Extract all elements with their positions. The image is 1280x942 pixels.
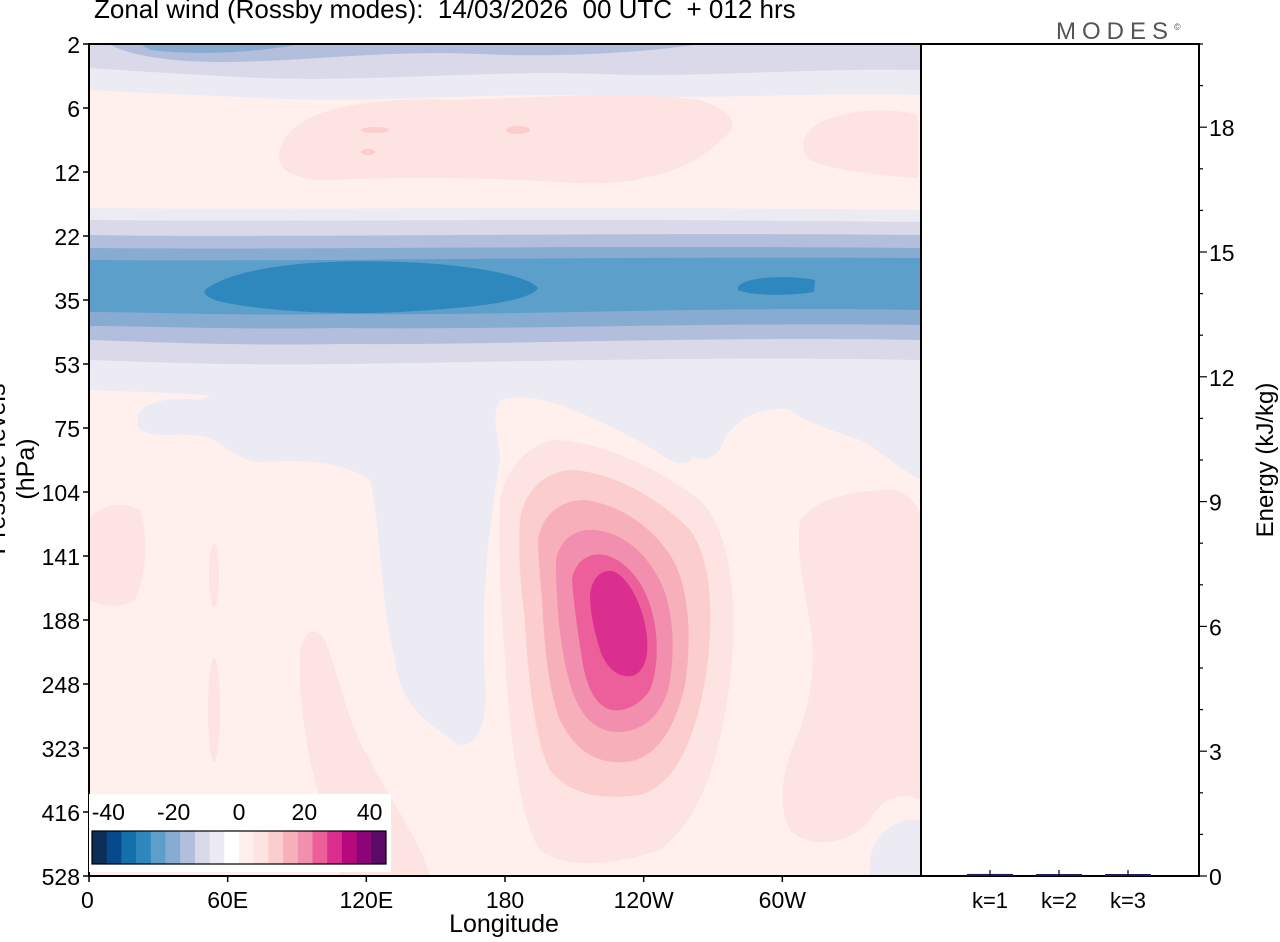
energy-tick-label: 18: [1209, 115, 1235, 141]
colorbar-label: 40: [357, 799, 383, 825]
background-field: [89, 44, 921, 876]
modes-logo: MODES©: [1056, 18, 1181, 45]
colorbar-swatch: [106, 831, 122, 864]
energy-panel: [920, 43, 1200, 877]
y-tick-label: 104: [42, 480, 81, 506]
colorbar-swatch: [268, 831, 284, 864]
energy-axis-title: Energy (kJ/kg): [1252, 382, 1279, 538]
colorbar-swatch: [194, 831, 211, 864]
x-tick-label: 120E: [339, 887, 393, 913]
energy-bars: k=1 k=2 k=3: [967, 870, 1151, 913]
band-west-core: [590, 570, 648, 677]
y-tick-label: 53: [54, 352, 80, 378]
colorbar-swatch: [136, 831, 152, 864]
y-tick-label: 248: [42, 672, 80, 698]
colorbar-label: 20: [292, 799, 318, 825]
y-tick-label: 35: [54, 288, 80, 314]
energy-bar-label: k=3: [1110, 888, 1146, 913]
band-mid-lavender: [137, 377, 921, 745]
band-low-pink-2: [89, 504, 146, 606]
y-tick-label: 2: [67, 32, 80, 58]
y-tick-label: 416: [42, 800, 80, 826]
energy-bar-label: k=2: [1041, 888, 1077, 913]
x-tick-label: 180: [486, 887, 524, 913]
y-tick-label: 75: [54, 416, 80, 442]
energy-bar-label: k=1: [972, 888, 1008, 913]
contour-plot: [89, 44, 921, 876]
band-west-hemi-pink: [782, 490, 921, 843]
y-tick-label: 188: [42, 608, 80, 634]
contour-bands: [89, 44, 921, 876]
energy-tick-label: 9: [1209, 490, 1222, 516]
band-jet-core-1: [204, 261, 539, 314]
x-tick-label: 120W: [614, 887, 674, 913]
colorbar: -40 -20 0 20 40: [89, 794, 391, 872]
band-upper-pink: [279, 95, 733, 184]
energy-axis: 0 3 6 9 12 15 18: [1199, 43, 1235, 890]
colorbar-swatch: [283, 831, 299, 864]
pressure-axis: 2 6 12 22 35 53 75 104 141 188 248 323 416 528: [42, 32, 89, 890]
x-axis-title: Longitude: [449, 910, 559, 938]
colorbar-swatch: [165, 831, 181, 864]
colorbar-label: 0: [233, 799, 246, 825]
low-pink-streak-2: [208, 658, 220, 762]
x-tick-label: 60E: [207, 887, 248, 913]
colorbar-label: -40: [92, 799, 125, 825]
upper-pink-spot-2: [506, 126, 530, 134]
longitude-axis: 0 60E 120E 180 120W 60W: [81, 876, 806, 913]
upper-pink-spot-1: [361, 127, 389, 133]
chart-title: Zonal wind (Rossby modes): 14/03/2026 00…: [94, 0, 796, 24]
y-tick-label: 141: [42, 544, 80, 570]
energy-tick-label: 15: [1209, 240, 1235, 266]
colorbar-swatch: [180, 831, 196, 864]
y-tick-label: 22: [54, 224, 80, 250]
y-axis-title: Pressure levels (hPa): [0, 383, 40, 555]
colorbar-swatch: [121, 831, 137, 864]
energy-tick-label: 3: [1209, 739, 1222, 765]
x-tick-label: 0: [81, 887, 94, 913]
band-mid-lavender-2: [89, 378, 921, 464]
colorbar-swatch: [297, 831, 313, 864]
y-tick-label: 6: [67, 96, 80, 122]
energy-tick-label: 6: [1209, 614, 1222, 640]
colorbar-swatch: [356, 831, 372, 864]
colorbar-swatch: [209, 831, 225, 864]
y-tick-label: 12: [54, 160, 80, 186]
colorbar-swatch: [341, 831, 358, 864]
y-tick-label: 528: [42, 864, 80, 890]
colorbar-swatch: [224, 831, 240, 864]
band-upper-pink-2: [803, 110, 918, 178]
colorbar-label: -20: [157, 799, 190, 825]
colorbar-swatch: [253, 831, 269, 864]
band-top-4: [140, 44, 300, 53]
x-tick-label: 60W: [759, 887, 807, 913]
low-pink-streak-1: [209, 543, 219, 607]
energy-tick-label: 12: [1209, 365, 1235, 391]
upper-pink-spot-3: [361, 149, 375, 155]
colorbar-swatch: [150, 831, 166, 864]
colorbar-swatch: [327, 831, 343, 864]
colorbar-frame: [91, 830, 387, 865]
energy-tick-label: 0: [1209, 864, 1222, 890]
y-tick-label: 323: [42, 736, 80, 762]
colorbar-swatch: [371, 831, 387, 864]
colorbar-swatch: [239, 831, 255, 864]
band-jet-core-2: [738, 277, 815, 295]
band-lower-right-lavender: [869, 819, 921, 876]
colorbar-swatch: [92, 831, 108, 864]
colorbar-swatch: [312, 831, 328, 864]
